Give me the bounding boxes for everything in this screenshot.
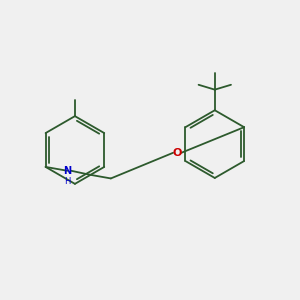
Text: N: N [63, 166, 71, 176]
Text: O: O [173, 148, 182, 158]
Text: H: H [64, 178, 70, 187]
